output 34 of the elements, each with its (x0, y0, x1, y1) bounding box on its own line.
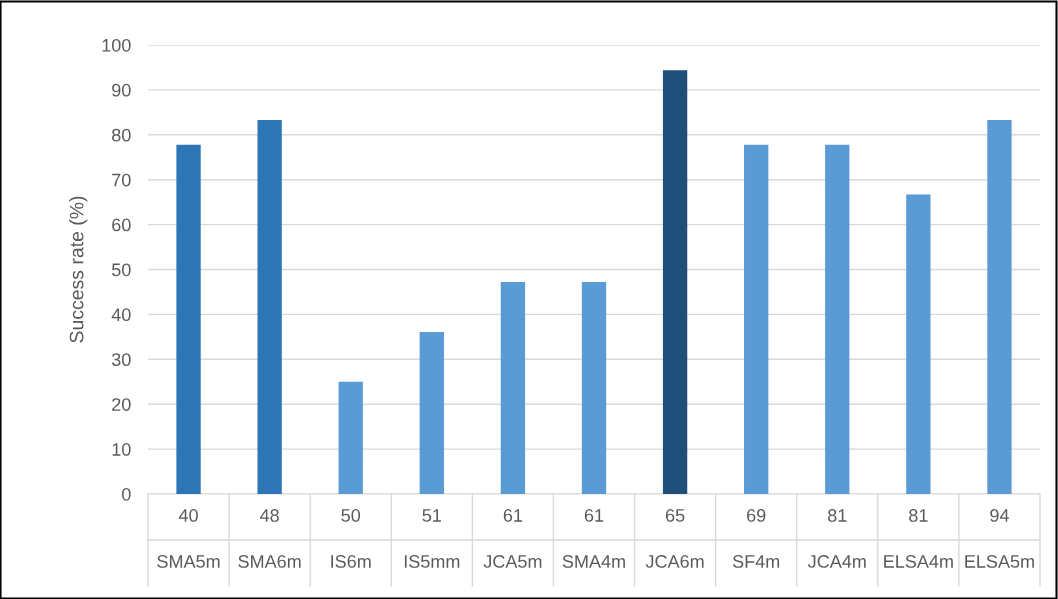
category-label: 81 ELSA4m (884, 509, 953, 568)
y-tick-label: 50 (111, 263, 131, 277)
category-label: 50 IS6m (331, 509, 371, 568)
y-tick-label: 60 (112, 218, 131, 232)
y-tick-label: 100 (102, 38, 131, 52)
bar (987, 119, 1012, 494)
y-tick-label: 90 (112, 83, 131, 97)
bar (257, 119, 282, 494)
bar (500, 282, 526, 494)
category-label: 51 IS5mm (404, 509, 460, 568)
bar (662, 70, 688, 494)
y-tick-label: 0 (122, 487, 131, 501)
y-tick-label: 30 (111, 353, 131, 367)
y-tick-label: 70 (112, 173, 131, 187)
bar (744, 144, 769, 494)
y-tick-label: 10 (112, 443, 131, 456)
category-label: 94 ELSA5m (965, 509, 1034, 568)
y-axis-title: Success rate (%) (69, 196, 88, 343)
category-label: 69 SF4m (732, 509, 780, 568)
bar (176, 144, 201, 494)
y-tick-label: 80 (112, 128, 131, 142)
bar (906, 194, 931, 494)
category-label: 61 SMA4m (562, 509, 625, 568)
bar (419, 331, 444, 494)
bar (338, 381, 363, 494)
y-tick-label: 20 (112, 398, 131, 411)
category-label: 48 SMA6m (238, 509, 301, 568)
category-label: 65 JCA6m (645, 509, 704, 568)
bar (825, 144, 850, 494)
category-label: 40 SMA5m (157, 509, 220, 568)
category-label: 81 JCA4m (807, 509, 866, 568)
y-tick-label: 40 (111, 308, 131, 322)
category-label: 61 JCA5m (483, 509, 542, 568)
bar (581, 282, 607, 494)
